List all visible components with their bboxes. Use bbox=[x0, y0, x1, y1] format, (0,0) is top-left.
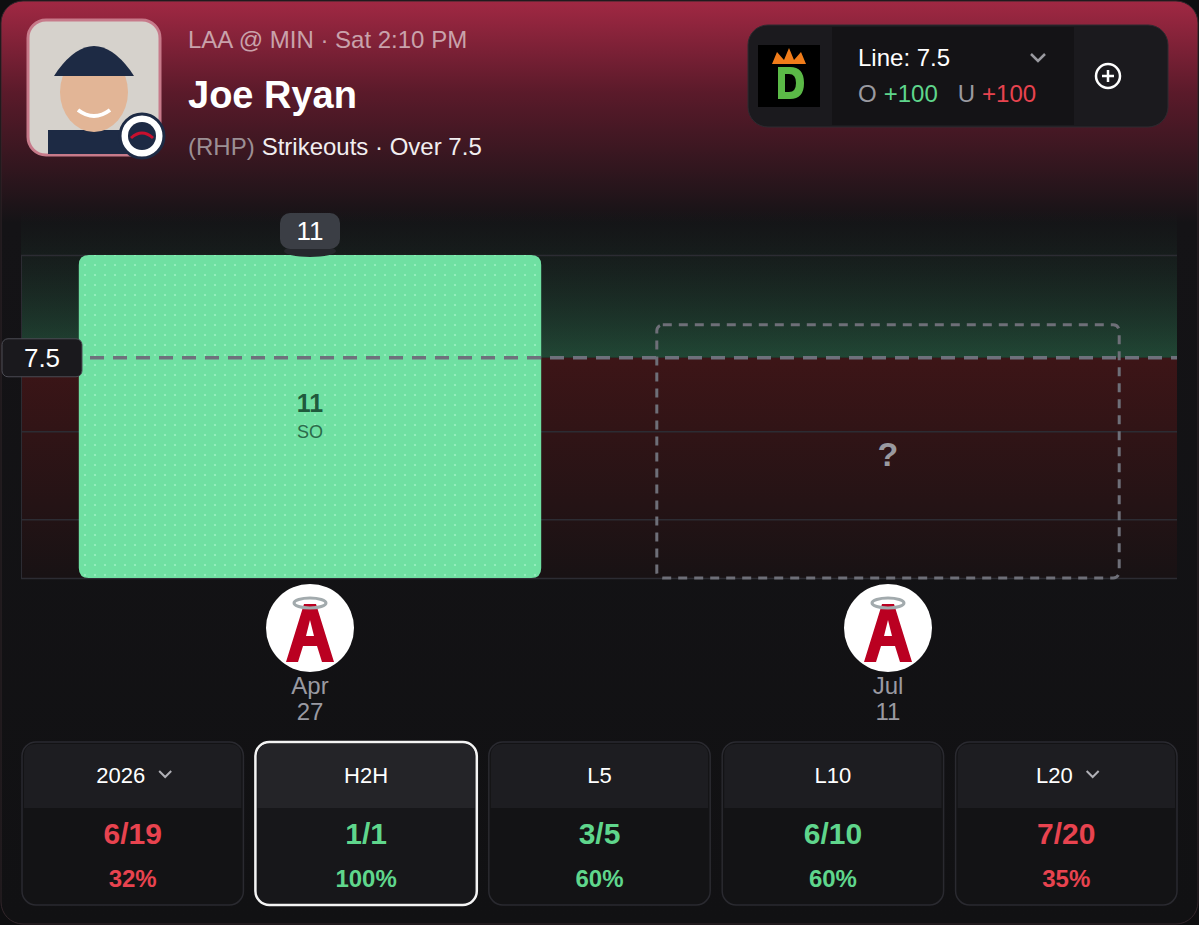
stat-pct: 60% bbox=[575, 865, 623, 892]
hand: (RHP) bbox=[188, 133, 255, 160]
threshold-line bbox=[21, 356, 1177, 360]
stat-value: 3/5 bbox=[579, 817, 621, 850]
card-svg: LAA @ MIN · Sat 2:10 PM Joe Ryan (RHP) Stri… bbox=[0, 0, 1199, 925]
bar-value: 11 bbox=[297, 389, 324, 417]
line-widget bbox=[748, 25, 1168, 127]
stat-box[interactable] bbox=[722, 742, 943, 905]
market: Strikeouts · Over 7.5 bbox=[262, 133, 482, 160]
player-name: Joe Ryan bbox=[188, 74, 357, 116]
stat-value: 6/19 bbox=[104, 817, 162, 850]
stat-pct: 60% bbox=[809, 865, 857, 892]
x-tick-label: Jul11 bbox=[873, 672, 904, 725]
stat-value: 1/1 bbox=[345, 817, 387, 850]
under-odds: +100 bbox=[982, 80, 1036, 107]
value-pill bbox=[280, 213, 340, 249]
y-axis-line bbox=[22, 256, 1178, 579]
card-background bbox=[1, 1, 1198, 924]
over-label: O bbox=[858, 80, 877, 107]
stat-label: 2026 bbox=[96, 763, 145, 788]
add-button[interactable] bbox=[1096, 64, 1120, 88]
bars bbox=[79, 255, 541, 578]
stat-label: H2H bbox=[344, 763, 388, 788]
upcoming-box bbox=[657, 325, 1119, 578]
matchup: LAA @ MIN · Sat 2:10 PM bbox=[188, 26, 467, 53]
stat-box[interactable] bbox=[255, 742, 476, 905]
y-axis bbox=[21, 256, 1177, 579]
stat-label: L20 bbox=[1036, 763, 1073, 788]
bar bbox=[79, 255, 541, 578]
under-label: U bbox=[958, 80, 975, 107]
threshold-label-box bbox=[2, 339, 82, 377]
x-tick-label: Apr27 bbox=[291, 672, 328, 725]
stat-dropdown[interactable] bbox=[159, 771, 171, 777]
stat-pct: 100% bbox=[335, 865, 396, 892]
upcoming-marker: ? bbox=[878, 435, 899, 473]
line-dropdown[interactable] bbox=[1031, 54, 1045, 61]
value-label: 11 bbox=[297, 216, 324, 246]
sportsbook-logo bbox=[758, 45, 820, 107]
threshold-label: 7.5 bbox=[24, 343, 60, 373]
stat-box[interactable] bbox=[22, 742, 243, 905]
bar-unit: SO bbox=[297, 422, 323, 442]
stat-pct: 32% bbox=[109, 865, 157, 892]
stat-dropdown[interactable] bbox=[1087, 771, 1099, 777]
opponent-logo bbox=[844, 584, 932, 672]
stat-value: 7/20 bbox=[1037, 817, 1095, 850]
opponent-logo bbox=[266, 584, 354, 672]
team-badge bbox=[120, 114, 164, 158]
stat-label: L5 bbox=[587, 763, 611, 788]
stat-label: L10 bbox=[815, 763, 852, 788]
over-odds: +100 bbox=[884, 80, 938, 107]
stat-box[interactable] bbox=[489, 742, 710, 905]
stat-pct: 35% bbox=[1042, 865, 1090, 892]
stat-value: 6/10 bbox=[804, 817, 862, 850]
stat-box[interactable] bbox=[956, 742, 1177, 905]
line-value: Line: 7.5 bbox=[858, 44, 950, 71]
player-photo bbox=[28, 20, 160, 155]
